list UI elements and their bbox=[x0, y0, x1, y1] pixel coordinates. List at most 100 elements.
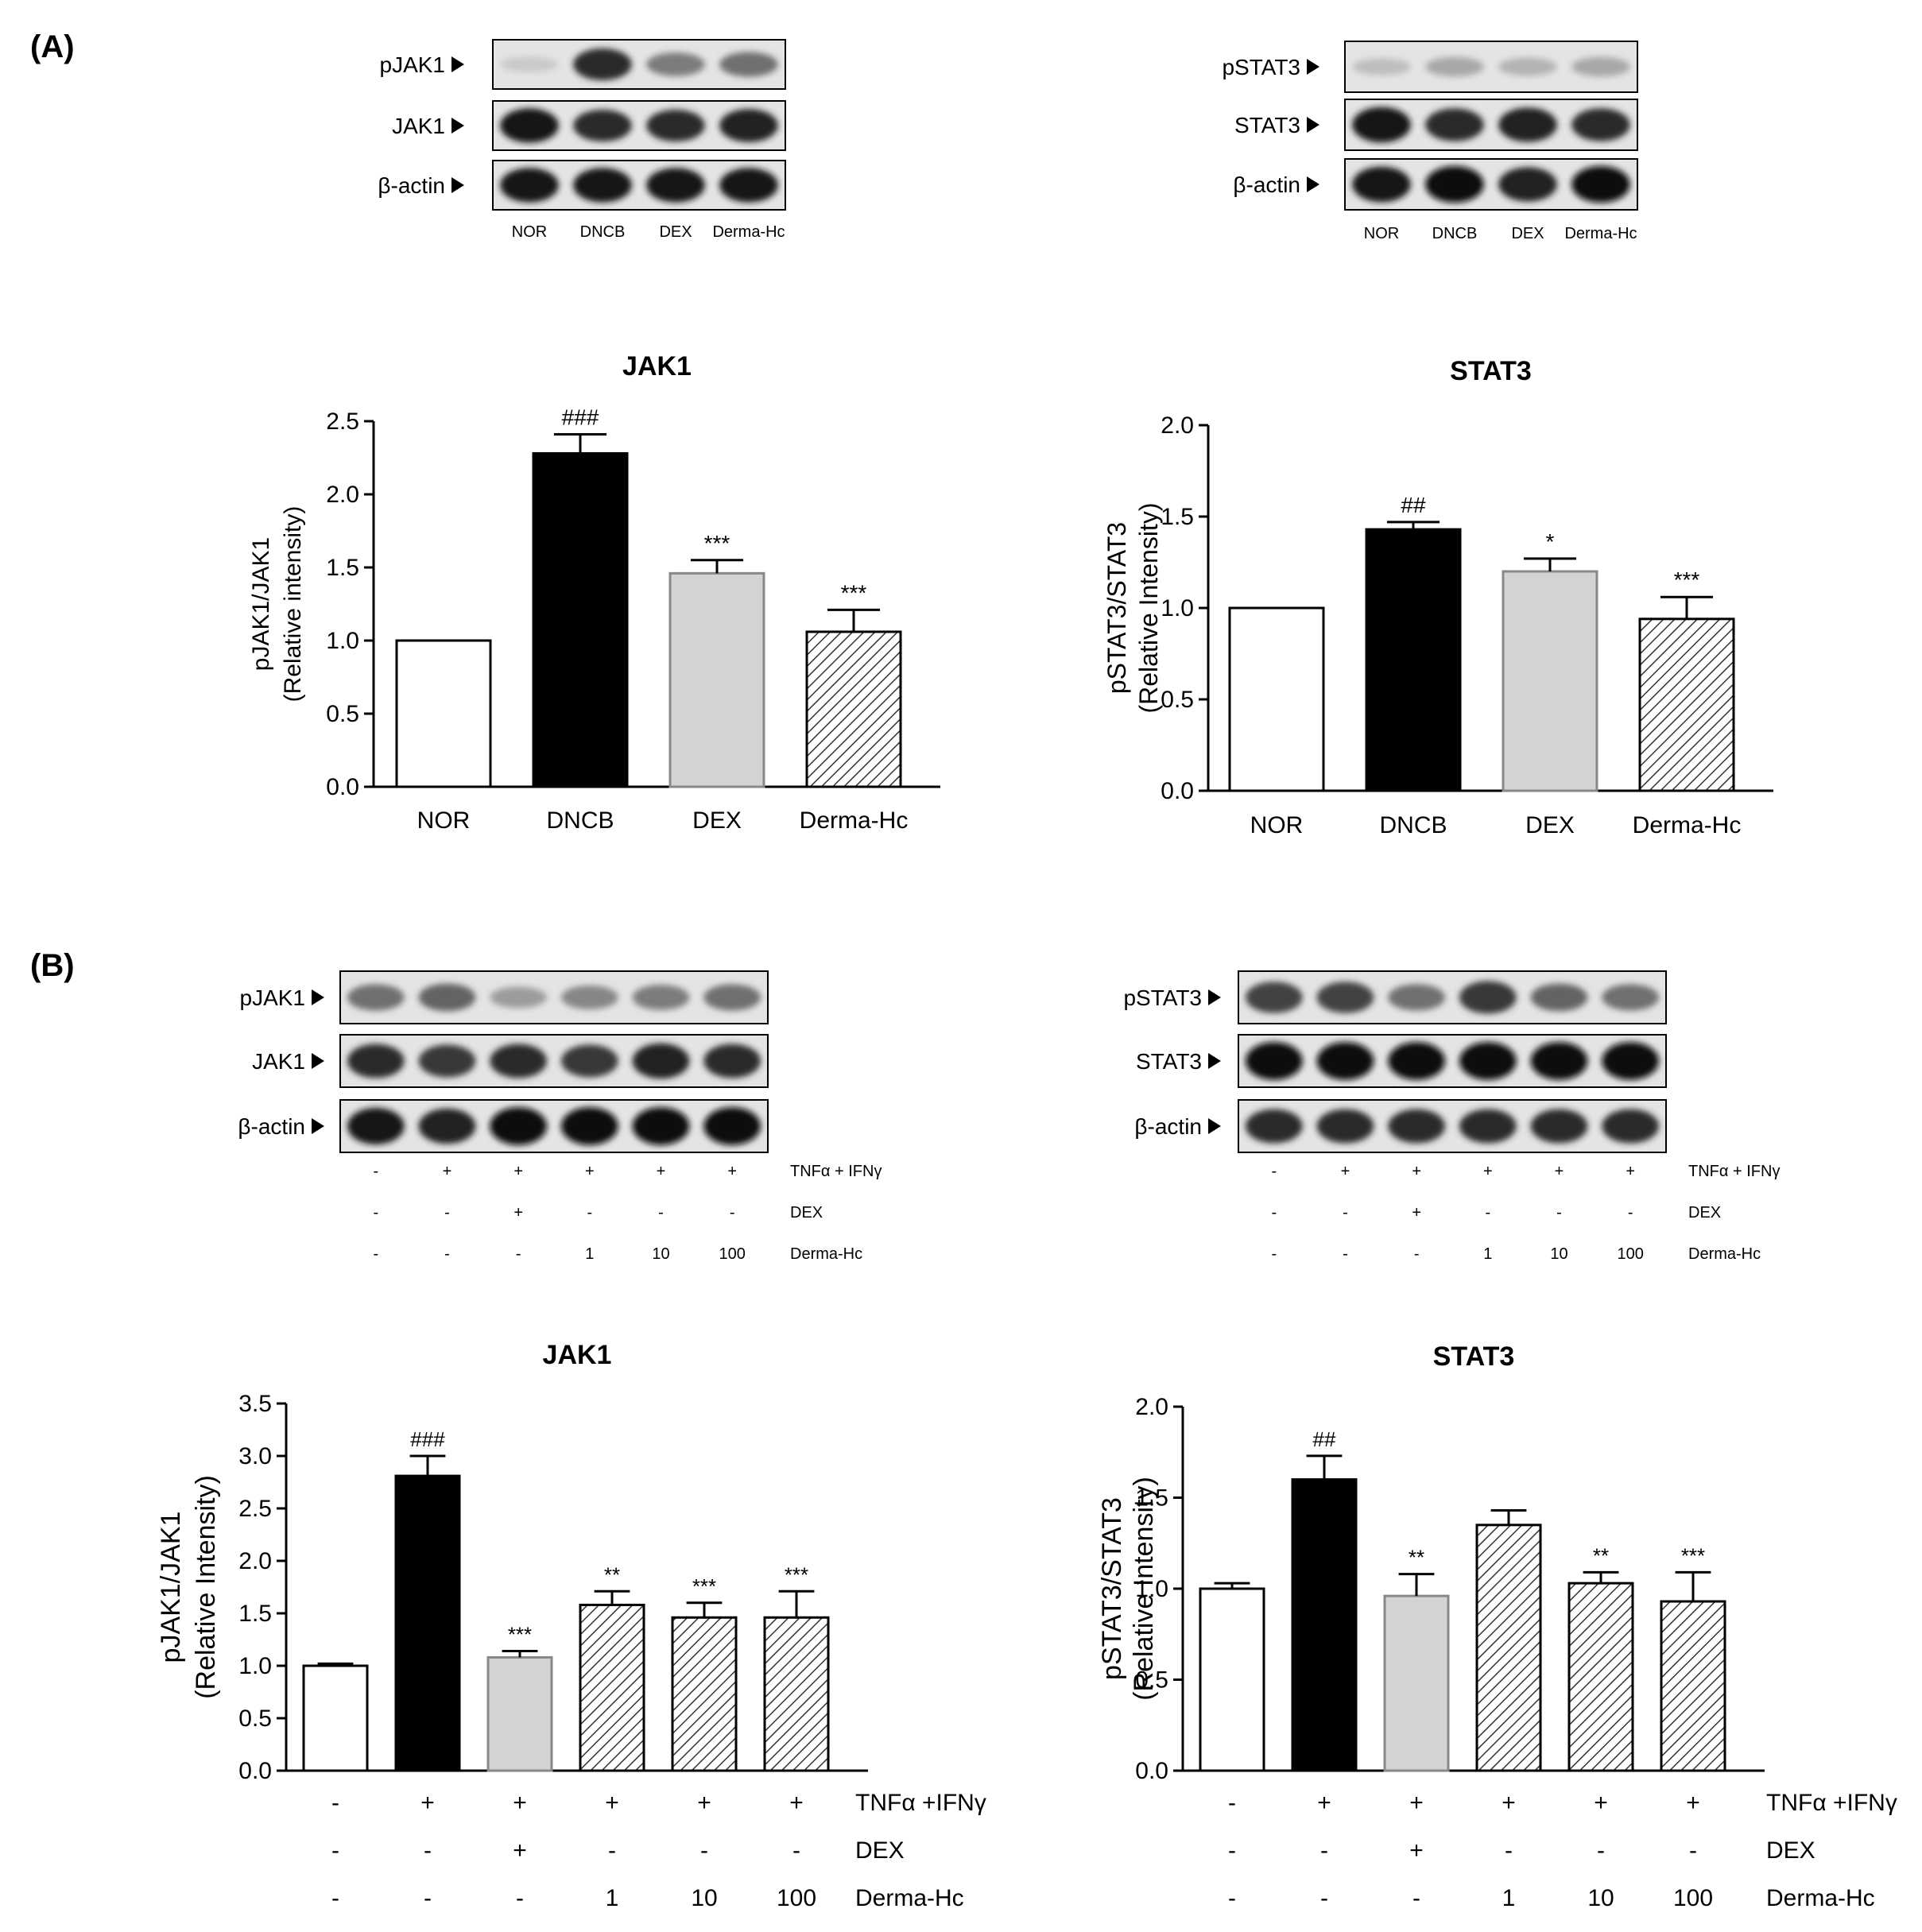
y-tick-label: 0.5 bbox=[238, 1706, 272, 1732]
significance-label: *** bbox=[1681, 1543, 1705, 1567]
treatment-value: - bbox=[1228, 1790, 1236, 1816]
chart-title: JAK1 bbox=[543, 1340, 612, 1370]
bar bbox=[1638, 618, 1735, 792]
blot-treatment-value: + bbox=[657, 1163, 666, 1180]
blot-row-label: STAT3 bbox=[1234, 113, 1300, 137]
bar bbox=[395, 639, 492, 788]
y-axis-label: pSTAT3/STAT3 bbox=[1097, 1497, 1127, 1680]
blot-treatment-value: 1 bbox=[585, 1245, 594, 1263]
treatment-value: - bbox=[700, 1837, 708, 1864]
blot-treatment-value: 10 bbox=[1550, 1245, 1567, 1263]
blot-treatment-value: - bbox=[1343, 1245, 1348, 1263]
y-tick-label: 3.5 bbox=[238, 1391, 272, 1417]
blot-band bbox=[646, 52, 705, 76]
blot-treatment-value: 100 bbox=[1617, 1245, 1643, 1263]
arrow-right-icon bbox=[1307, 117, 1319, 133]
y-axis-label: (Relative Intensity) bbox=[191, 1475, 221, 1699]
blot-band bbox=[1602, 1109, 1660, 1144]
treatment-value: + bbox=[1409, 1837, 1424, 1864]
y-tick-label: 0.5 bbox=[326, 701, 359, 727]
blot-band bbox=[490, 986, 548, 1009]
treatment-value: + bbox=[697, 1790, 711, 1816]
blot-band bbox=[703, 984, 761, 1011]
blot-band bbox=[1459, 1042, 1517, 1080]
blot-band bbox=[1245, 1042, 1303, 1080]
blot-treatment-value: - bbox=[1414, 1245, 1420, 1263]
blot-band bbox=[1571, 56, 1630, 77]
y-tick-label: 1.5 bbox=[1161, 504, 1194, 530]
treatment-value: + bbox=[789, 1790, 804, 1816]
arrow-right-icon bbox=[1307, 59, 1319, 75]
blot-treatment-value: - bbox=[1628, 1204, 1633, 1222]
blot-treatment-value: - bbox=[373, 1204, 378, 1222]
western-blot-jak1-b: pJAK1 JAK1 β-actin - + + + + + TNFα + IFNγ - - + - - - D… bbox=[238, 970, 882, 1263]
bar bbox=[1502, 570, 1598, 792]
blot-treatment-value: + bbox=[513, 1163, 523, 1180]
significance-label: ### bbox=[562, 405, 599, 430]
arrow-right-icon bbox=[312, 1118, 324, 1134]
blot-band bbox=[1498, 107, 1557, 142]
bar bbox=[668, 571, 765, 788]
blot-lane-label: DNCB bbox=[580, 223, 626, 241]
bar-chart-jak1-a: JAK1 pJAK1/JAK1 (Relative intensity) 0.0 0.5… bbox=[248, 351, 940, 834]
treatment-label: Derma-Hc bbox=[1766, 1885, 1875, 1911]
significance-label: *** bbox=[785, 1562, 808, 1586]
blot-treatment-value: 10 bbox=[652, 1245, 669, 1263]
blot-band bbox=[1388, 984, 1446, 1011]
treatment-value: - bbox=[1228, 1885, 1236, 1911]
treatment-value: 1 bbox=[1502, 1885, 1516, 1911]
blot-strip bbox=[1238, 1099, 1667, 1153]
blot-row-label: JAK1 bbox=[252, 1049, 305, 1074]
y-tick-label: 0.0 bbox=[1161, 778, 1194, 804]
blot-row-label: pSTAT3 bbox=[1222, 55, 1300, 79]
treatment-label: TNFα +IFNγ bbox=[1766, 1790, 1897, 1816]
treatment-value: + bbox=[1409, 1790, 1424, 1816]
bar bbox=[1228, 606, 1325, 792]
blot-lane-label: NOR bbox=[1364, 225, 1399, 242]
blot-strip bbox=[1238, 1034, 1667, 1088]
bar bbox=[302, 1664, 369, 1772]
blot-treatment-value: + bbox=[727, 1163, 737, 1180]
treatment-value: - bbox=[792, 1837, 800, 1864]
blot-band bbox=[719, 52, 778, 77]
treatment-value: + bbox=[1594, 1790, 1608, 1816]
bar bbox=[1475, 1524, 1542, 1772]
arrow-right-icon bbox=[312, 989, 324, 1005]
blot-lane-label: DEX bbox=[1511, 225, 1544, 242]
chart-title: STAT3 bbox=[1450, 356, 1532, 386]
blot-band bbox=[1571, 165, 1630, 203]
treatment-value: - bbox=[1412, 1885, 1420, 1911]
treatment-value: - bbox=[1320, 1837, 1328, 1864]
blot-band bbox=[1316, 981, 1374, 1013]
blot-lane-label: DEX bbox=[659, 223, 692, 241]
blot-treatment-value: + bbox=[1412, 1204, 1421, 1222]
blot-band bbox=[560, 1107, 618, 1145]
blot-treatment-value: - bbox=[1343, 1204, 1348, 1222]
blot-band bbox=[1388, 1109, 1446, 1144]
bar-chart-stat3-b: STAT3 pSTAT3/STAT3 (Relative Intensity) 0.0… bbox=[1097, 1342, 1897, 1911]
treatment-value: 10 bbox=[1587, 1885, 1614, 1911]
y-tick-label: 0.5 bbox=[1161, 687, 1194, 713]
y-tick-label: 1.0 bbox=[326, 628, 359, 654]
blot-treatment-value: - bbox=[444, 1204, 450, 1222]
treatment-value: + bbox=[513, 1837, 527, 1864]
western-blot-jak1-a: pJAK1 JAK1 β-actin NOR DNCB DEX Derma-Hc bbox=[378, 39, 786, 241]
blot-strip bbox=[1238, 970, 1667, 1024]
blot-strip bbox=[339, 1099, 769, 1153]
x-category-label: DNCB bbox=[546, 807, 614, 834]
blot-band bbox=[703, 1107, 761, 1145]
blot-band bbox=[347, 1043, 405, 1078]
treatment-value: + bbox=[1502, 1790, 1516, 1816]
y-tick-label: 1.5 bbox=[238, 1601, 272, 1627]
treatment-value: + bbox=[1317, 1790, 1331, 1816]
significance-label: *** bbox=[508, 1623, 532, 1647]
bar bbox=[532, 451, 629, 788]
blot-treatment-value: - bbox=[730, 1204, 735, 1222]
blot-row-label: β-actin bbox=[238, 1114, 305, 1139]
blot-band bbox=[1352, 166, 1411, 203]
bar bbox=[579, 1603, 645, 1772]
bar bbox=[486, 1655, 553, 1772]
arrow-right-icon bbox=[1307, 176, 1319, 192]
significance-label: ## bbox=[1401, 493, 1426, 517]
blot-row-label: pJAK1 bbox=[380, 52, 446, 77]
